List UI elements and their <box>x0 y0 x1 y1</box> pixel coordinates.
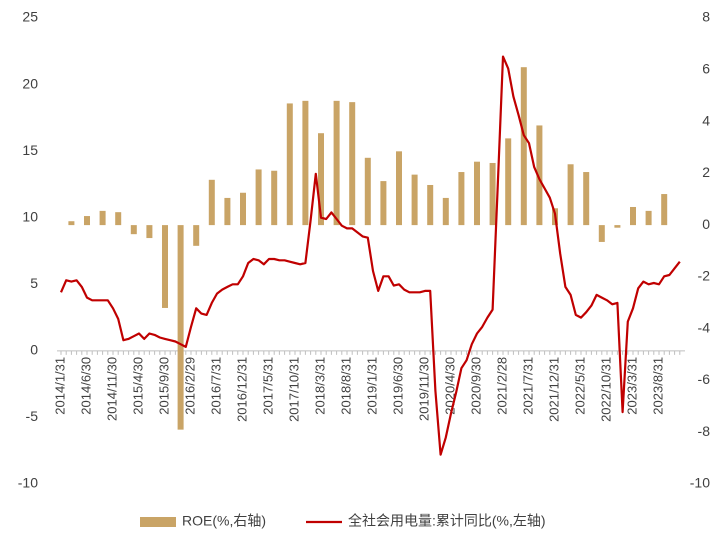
x-tick-label: 2014/11/30 <box>104 357 119 421</box>
bar <box>396 151 402 226</box>
line <box>59 55 681 456</box>
x-tick-label: 2016/2/29 <box>182 357 197 415</box>
x-tick-label: 2014/6/30 <box>78 357 93 415</box>
y-tick-label: -5 <box>26 408 39 424</box>
x-tick-label: 2015/9/30 <box>156 357 171 415</box>
y-tick-label: 25 <box>22 9 38 25</box>
x-tick-label: 2017/10/31 <box>286 357 301 422</box>
bar <box>442 197 449 226</box>
bar <box>349 102 356 226</box>
x-tick-label: 2014/1/31 <box>52 357 67 415</box>
bar <box>146 225 153 239</box>
x-tick-label: 2020/4/30 <box>442 357 457 415</box>
bar <box>598 225 605 242</box>
legend-label: ROE(%,右轴) <box>182 513 266 529</box>
y2-tick-label: -2 <box>698 268 711 284</box>
x-tick-label: 2021/12/31 <box>546 357 561 422</box>
x-tick-label: 2021/2/28 <box>494 357 509 415</box>
bar <box>99 210 106 226</box>
bar <box>661 194 668 226</box>
y-tick-label: 15 <box>22 142 38 158</box>
x-tick-label: 2019/11/30 <box>416 357 431 421</box>
bar <box>130 225 137 235</box>
bar <box>630 206 636 226</box>
x-tick-label: 2023/3/31 <box>624 357 639 415</box>
bar <box>411 174 418 226</box>
y-tick-label: 5 <box>30 275 38 291</box>
x-tick-label: 2018/3/31 <box>312 357 327 415</box>
x-tick-label: 2020/9/30 <box>468 357 483 415</box>
bar <box>364 157 371 226</box>
x-tick-label: 2021/7/31 <box>520 357 535 415</box>
bar <box>255 169 262 226</box>
y2-tick-label: -8 <box>698 423 711 439</box>
bar <box>177 225 184 430</box>
y2-tick-label: -4 <box>698 319 711 335</box>
y2-tick-label: 6 <box>702 60 710 76</box>
x-tick-label: 2018/8/31 <box>338 357 353 415</box>
legend-label: 全社会用电量:累计同比(%,左轴) <box>348 513 546 529</box>
y-tick-label: 0 <box>30 342 38 358</box>
x-tick-label: 2017/5/31 <box>260 357 275 415</box>
x-tick-label: 2019/6/30 <box>390 357 405 415</box>
x-tick-label: 2022/5/31 <box>572 357 587 415</box>
bar <box>505 138 512 226</box>
y2-tick-label: 2 <box>702 164 710 180</box>
bar <box>458 172 465 226</box>
x-tick-label: 2019/1/31 <box>364 357 379 415</box>
x-tick-label: 2022/10/31 <box>598 357 613 422</box>
y2-tick-label: 0 <box>702 216 710 232</box>
bar <box>193 225 200 246</box>
bar <box>240 192 246 226</box>
bar <box>583 172 590 226</box>
y2-tick-label: 8 <box>702 9 710 25</box>
bar <box>318 133 324 226</box>
bar <box>84 216 90 226</box>
bar <box>286 103 293 226</box>
bar <box>224 197 231 226</box>
bar <box>162 225 168 308</box>
y2-tick-label: -10 <box>690 475 710 491</box>
legend-swatch <box>140 517 176 527</box>
y-tick-label: -10 <box>18 475 38 491</box>
x-tick-label: 2016/7/31 <box>208 357 223 415</box>
x-tick-label: 2023/8/31 <box>650 357 665 415</box>
y2-tick-label: 4 <box>702 112 710 128</box>
bar <box>567 164 574 226</box>
y-tick-label: 20 <box>22 75 38 91</box>
bar <box>333 100 340 226</box>
x-tick-label: 2015/4/30 <box>130 357 145 415</box>
y-tick-label: 10 <box>22 208 38 224</box>
bar <box>520 67 527 226</box>
bar <box>115 212 122 226</box>
bar <box>614 225 621 228</box>
bar <box>68 221 75 226</box>
bar <box>489 162 496 226</box>
bar <box>208 179 215 226</box>
bar <box>645 210 652 226</box>
bar <box>380 181 387 226</box>
bar <box>474 161 480 226</box>
bar <box>427 184 434 226</box>
x-tick-label: 2016/12/31 <box>234 357 249 422</box>
y2-tick-label: -6 <box>698 371 711 387</box>
bar <box>536 125 543 226</box>
bar <box>302 100 309 226</box>
bar <box>271 170 278 226</box>
